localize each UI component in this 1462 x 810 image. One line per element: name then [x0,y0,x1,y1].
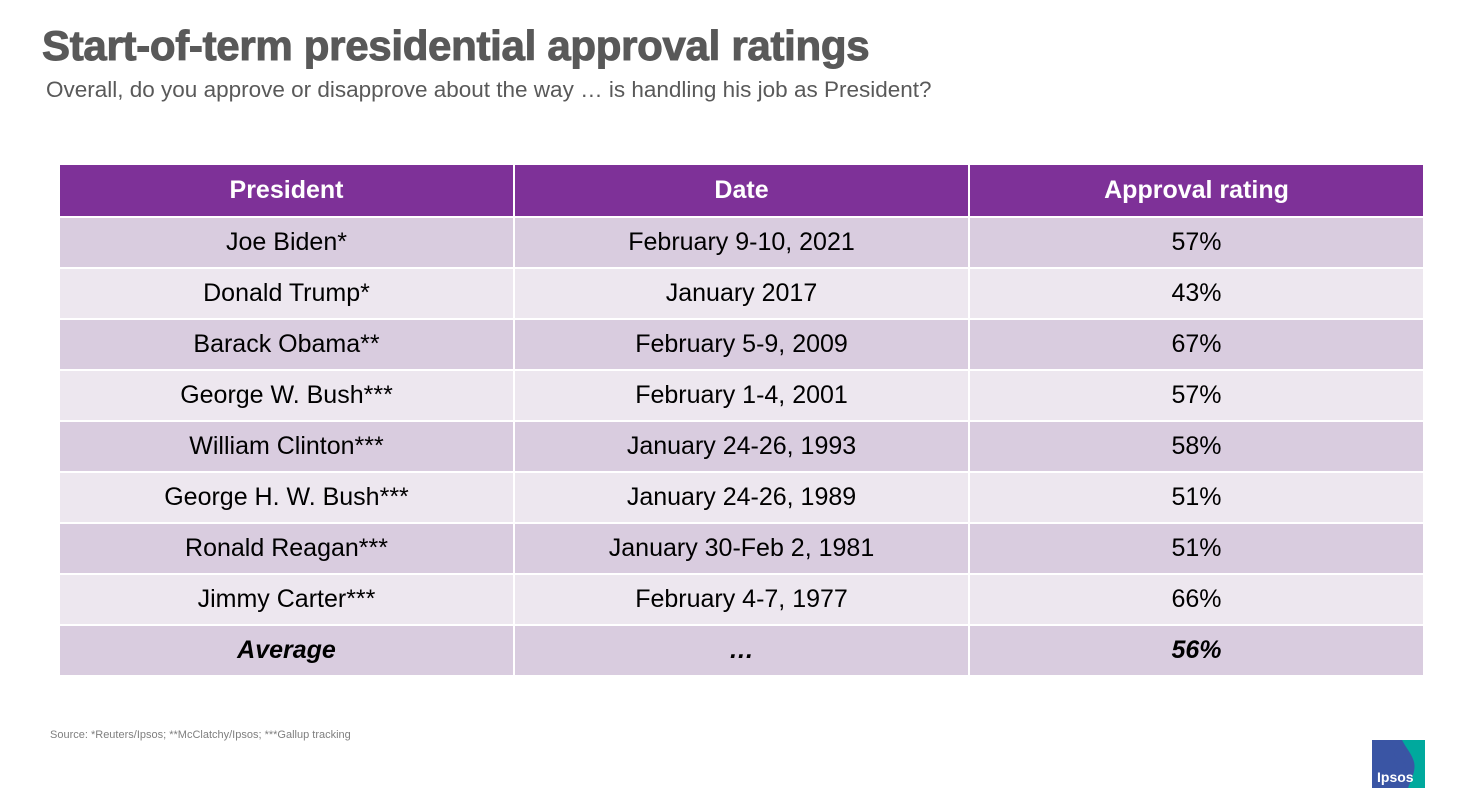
approval-cell: 51% [968,471,1425,524]
ipsos-logo: Ipsos [1372,740,1425,788]
table-row: Barack Obama** February 5-9, 2009 67% [58,318,1425,371]
president-cell: Jimmy Carter*** [58,573,515,626]
president-cell: Donald Trump* [58,267,515,320]
ipsos-logo-text: Ipsos [1377,769,1414,785]
table-row: Donald Trump* January 2017 43% [58,267,1425,320]
table-header-row: President Date Approval rating [58,163,1425,218]
column-header-president: President [58,163,515,218]
date-cell: January 24-26, 1989 [513,471,970,524]
date-cell: January 30-Feb 2, 1981 [513,522,970,575]
table-row: George W. Bush*** February 1-4, 2001 57% [58,369,1425,422]
date-cell: February 9-10, 2021 [513,216,970,269]
column-header-approval: Approval rating [968,163,1425,218]
table-row: William Clinton*** January 24-26, 1993 5… [58,420,1425,473]
president-cell: William Clinton*** [58,420,515,473]
page-title: Start-of-term presidential approval rati… [41,22,870,70]
page-subtitle: Overall, do you approve or disapprove ab… [46,77,932,102]
approval-cell: 66% [968,573,1425,626]
table-row-average: Average … 56% [58,624,1425,677]
president-cell: Joe Biden* [58,216,515,269]
approval-cell: 57% [968,369,1425,422]
table-row: George H. W. Bush*** January 24-26, 1989… [58,471,1425,524]
approval-cell: 58% [968,420,1425,473]
table-row: Joe Biden* February 9-10, 2021 57% [58,216,1425,269]
approval-cell: 51% [968,522,1425,575]
column-header-date: Date [513,163,970,218]
date-cell: February 1-4, 2001 [513,369,970,422]
president-cell: George W. Bush*** [58,369,515,422]
approval-cell: 67% [968,318,1425,371]
approval-table: President Date Approval rating Joe Biden… [58,163,1425,677]
approval-cell: 57% [968,216,1425,269]
date-cell: January 24-26, 1993 [513,420,970,473]
table-row: Jimmy Carter*** February 4-7, 1977 66% [58,573,1425,626]
president-cell: George H. W. Bush*** [58,471,515,524]
average-label-cell: Average [58,624,515,677]
president-cell: Ronald Reagan*** [58,522,515,575]
president-cell: Barack Obama** [58,318,515,371]
approval-cell: 43% [968,267,1425,320]
source-note: Source: *Reuters/Ipsos; **McClatchy/Ipso… [50,729,351,741]
table-row: Ronald Reagan*** January 30-Feb 2, 1981 … [58,522,1425,575]
average-approval-cell: 56% [968,624,1425,677]
date-cell: February 4-7, 1977 [513,573,970,626]
date-cell: February 5-9, 2009 [513,318,970,371]
average-date-cell: … [513,624,970,677]
date-cell: January 2017 [513,267,970,320]
